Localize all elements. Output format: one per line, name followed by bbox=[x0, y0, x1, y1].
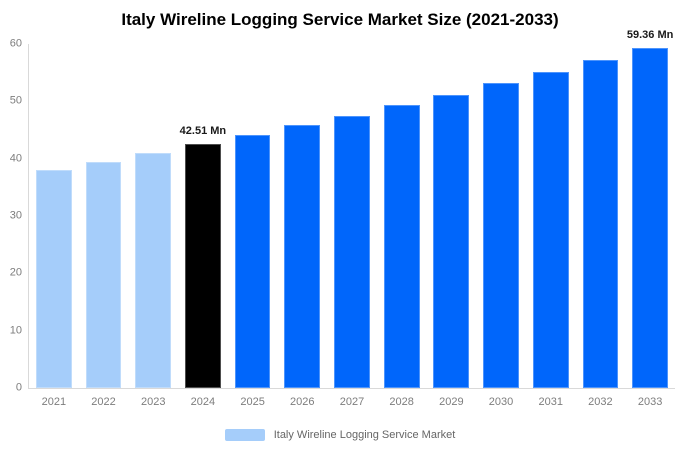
bar-2029 bbox=[433, 94, 470, 388]
y-axis-tick-label: 50 bbox=[9, 94, 22, 107]
bar-column-2021: 2021 bbox=[29, 44, 79, 408]
legend: Italy Wireline Logging Service Market bbox=[0, 429, 680, 441]
plot-area: 2021 2022 2023 42.51 Mn 2024 2025 2026 2027 2028… bbox=[28, 29, 675, 408]
bar-column-2028: 2028 bbox=[377, 44, 427, 408]
bar-column-2029: 2029 bbox=[427, 44, 477, 408]
bar-value-label-2033: 59.36 Mn bbox=[626, 28, 674, 41]
bar-value-label-2024: 42.51 Mn bbox=[179, 125, 227, 138]
x-axis-label-2024: 2024 bbox=[190, 396, 216, 408]
x-axis-label-2032: 2032 bbox=[588, 396, 613, 408]
chart-title: Italy Wireline Logging Service Market Si… bbox=[121, 10, 559, 29]
legend-swatch bbox=[224, 429, 265, 441]
bar-2028 bbox=[383, 105, 420, 388]
y-axis: 0 10 20 30 40 50 60 bbox=[0, 38, 25, 393]
bars-group: 2021 2022 2023 42.51 Mn 2024 2025 2026 2027 2028… bbox=[29, 29, 675, 408]
x-axis-label-2030: 2030 bbox=[488, 396, 514, 408]
x-axis-label-2029: 2029 bbox=[439, 396, 464, 408]
bar-2032 bbox=[582, 60, 619, 388]
bar-column-2022: 2022 bbox=[79, 44, 129, 408]
x-axis-label-2027: 2027 bbox=[339, 396, 365, 408]
legend-label: Italy Wireline Logging Service Market bbox=[273, 428, 456, 441]
bar-2023 bbox=[135, 153, 172, 388]
bar-column-2027: 2027 bbox=[327, 44, 377, 408]
y-axis-tick-label: 20 bbox=[9, 266, 22, 279]
y-axis-tick-label: 60 bbox=[9, 37, 22, 50]
bar-2022 bbox=[85, 161, 122, 388]
bar-column-2031: 2031 bbox=[526, 44, 576, 408]
bar-column-2030: 2030 bbox=[476, 44, 526, 408]
x-axis-label-2025: 2025 bbox=[240, 396, 265, 408]
bar-column-2023: 2023 bbox=[128, 44, 178, 408]
x-axis-label-2026: 2026 bbox=[290, 396, 315, 408]
bar-column-2032: 2032 bbox=[576, 44, 626, 408]
bar-2031 bbox=[532, 71, 569, 388]
y-axis-tick-label: 0 bbox=[15, 381, 22, 394]
bar-2025 bbox=[234, 135, 271, 388]
bar-column-2024: 42.51 Mn 2024 bbox=[178, 44, 228, 408]
x-axis-label-2033: 2033 bbox=[637, 396, 663, 408]
bar-2033 bbox=[632, 47, 668, 388]
bar-2027 bbox=[334, 115, 370, 388]
bar-column-2025: 2025 bbox=[228, 44, 278, 408]
x-axis-label-2022: 2022 bbox=[91, 396, 116, 408]
x-axis-label-2021: 2021 bbox=[41, 396, 67, 408]
bar-2021 bbox=[35, 169, 72, 388]
bar-2030 bbox=[483, 83, 519, 388]
y-axis-tick-label: 30 bbox=[9, 209, 22, 222]
x-axis-label-2023: 2023 bbox=[140, 396, 166, 408]
x-axis-label-2031: 2031 bbox=[538, 396, 563, 408]
bar-column-2026: 2026 bbox=[277, 44, 327, 408]
bar-column-2033: 59.36 Mn 2033 bbox=[625, 29, 675, 407]
y-axis-tick-label: 10 bbox=[9, 324, 22, 337]
y-axis-tick-label: 40 bbox=[9, 152, 22, 165]
bar-2026 bbox=[284, 125, 321, 388]
x-axis-label-2028: 2028 bbox=[389, 396, 414, 408]
bar-2024 bbox=[185, 144, 221, 388]
